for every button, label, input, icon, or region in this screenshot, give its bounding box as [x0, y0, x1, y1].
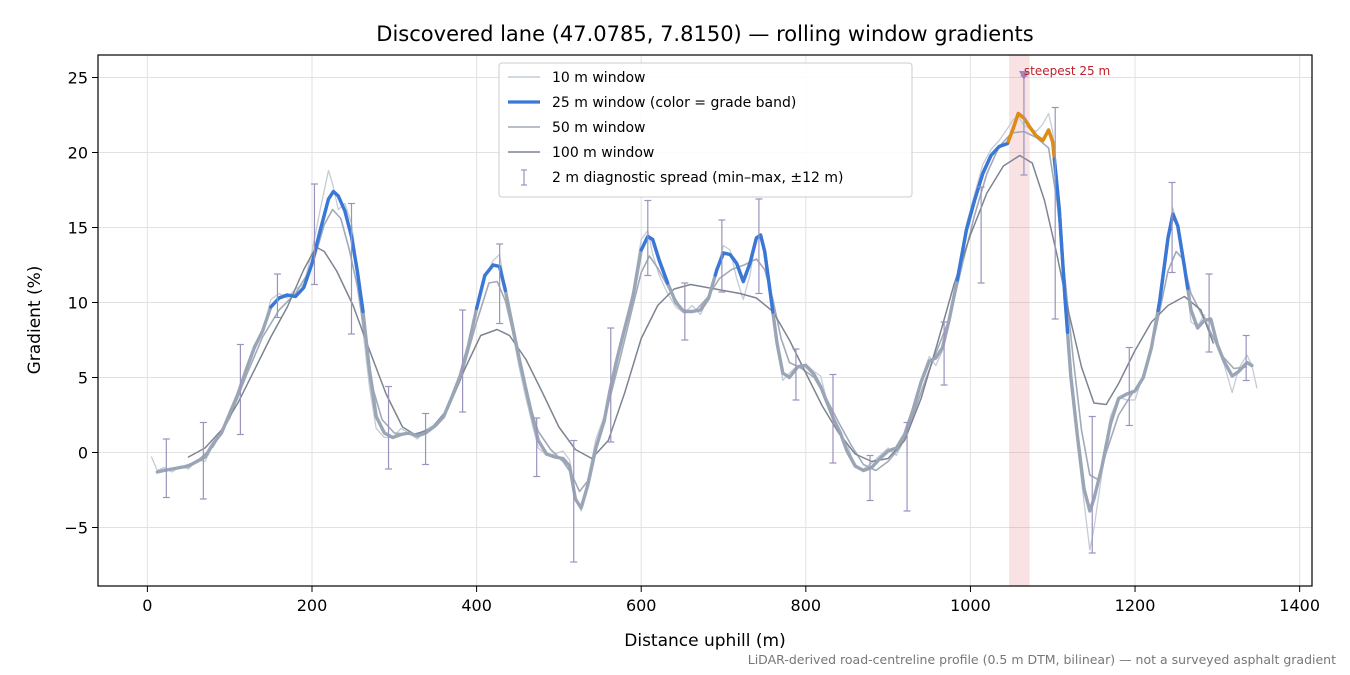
error-bar — [903, 421, 911, 512]
legend-label-10m: 10 m window — [552, 70, 645, 86]
grade-band-segment-moderate — [639, 234, 670, 285]
error-bar — [162, 438, 170, 499]
error-bar — [644, 199, 652, 277]
grade-band-segment-moderate — [955, 139, 1010, 282]
error-bar — [1242, 334, 1250, 382]
y-tick-label: 5 — [78, 369, 88, 388]
grade-band-segment-moderate — [269, 189, 365, 314]
error-bar — [1205, 273, 1213, 353]
x-axis-label: Distance uphill (m) — [624, 631, 785, 651]
error-bar — [459, 309, 467, 413]
chart-title: Discovered lane (47.0785, 7.8150) — roll… — [376, 22, 1033, 46]
legend: 10 m window 25 m window (color = grade b… — [498, 62, 913, 198]
x-tick-label: 600 — [626, 596, 657, 615]
error-bar — [496, 243, 504, 325]
legend-label-100m: 100 m window — [552, 145, 654, 161]
y-axis-label: Gradient (%) — [25, 266, 45, 375]
error-bar — [1088, 415, 1096, 554]
x-tick-label: 1200 — [1115, 596, 1156, 615]
legend-swatch-errorbar — [521, 169, 527, 186]
x-tick-label: 0 — [142, 596, 152, 615]
error-bar — [940, 321, 948, 386]
y-tick-label: 0 — [78, 444, 88, 463]
y-tick-label: 25 — [68, 69, 88, 88]
y-tick-label: 15 — [68, 219, 88, 238]
steepest-marker — [1018, 71, 1029, 80]
x-tick-label: 800 — [791, 596, 822, 615]
legend-label-50m: 50 m window — [552, 120, 645, 136]
error-bar — [199, 421, 207, 500]
diagnostic-error-bars — [162, 75, 1250, 563]
error-bar — [236, 343, 244, 436]
error-bar — [829, 373, 837, 464]
steepest-segment-band — [1009, 55, 1030, 586]
error-bar — [718, 219, 726, 293]
grade-band-segment-moderate — [1052, 157, 1070, 334]
x-tick-label: 1400 — [1279, 596, 1320, 615]
y-tick-label: 20 — [68, 144, 88, 163]
grade-band-segment-moderate — [1156, 212, 1190, 312]
grade-band-segment-steep — [1006, 111, 1057, 161]
error-bar — [273, 273, 281, 319]
error-bar — [422, 412, 430, 466]
error-bar — [1125, 346, 1133, 427]
error-bar — [1168, 181, 1176, 274]
y-axis-ticks: −5 0 5 10 15 20 25 — [64, 69, 98, 538]
error-bar — [385, 385, 393, 470]
x-tick-label: 1000 — [950, 596, 991, 615]
plot-frame — [97, 54, 1313, 587]
error-bar — [607, 327, 615, 443]
x-axis-ticks: 0 200 400 600 800 1000 1200 1400 — [142, 586, 1320, 615]
footnote: LiDAR-derived road-centreline profile (0… — [748, 652, 1336, 667]
steepest-annotation: steepest 25 m — [1024, 64, 1110, 78]
y-tick-label: −5 — [64, 519, 88, 538]
error-bar — [755, 198, 763, 295]
legend-label-errorbar: 2 m diagnostic spread (min–max, ±12 m) — [552, 170, 843, 186]
y-tick-label: 10 — [68, 294, 88, 313]
error-bar — [347, 202, 355, 335]
x-tick-label: 400 — [461, 596, 492, 615]
error-bar — [681, 282, 689, 341]
error-bar — [570, 439, 578, 563]
error-bar — [1051, 106, 1059, 320]
error-bar — [310, 183, 318, 286]
grade-band-segment-moderate — [474, 263, 508, 311]
error-bar — [866, 454, 874, 502]
legend-box — [498, 62, 913, 198]
steepest-marker-layer — [1018, 71, 1029, 80]
series-100m-line — [187, 154, 1214, 463]
x-tick-label: 200 — [297, 596, 328, 615]
error-bar — [792, 348, 800, 401]
error-bar — [533, 417, 541, 478]
grade-band-highlights — [269, 111, 1190, 334]
legend-label-25m: 25 m window (color = grade band) — [552, 95, 796, 111]
error-bar — [977, 186, 985, 284]
